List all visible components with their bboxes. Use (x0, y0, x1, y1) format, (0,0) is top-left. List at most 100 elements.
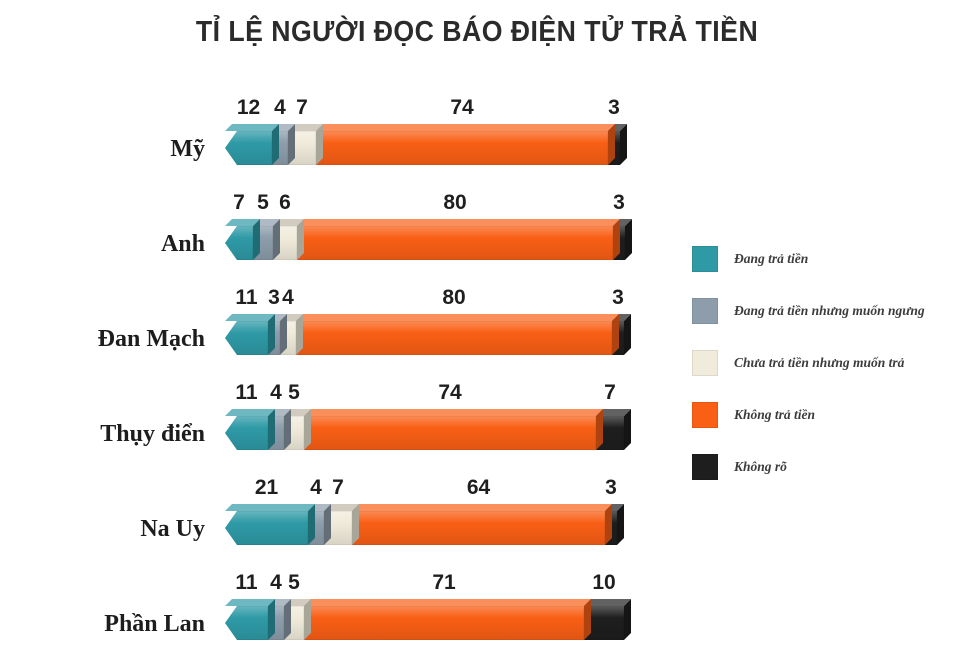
bar-stack: 11 4 5 71 10 (225, 571, 631, 640)
value-label: 7 (332, 476, 344, 499)
bar-stack: 11 3 4 80 3 (225, 286, 631, 355)
cube-side-face (617, 504, 624, 545)
bar-segment: 11 (225, 287, 275, 355)
cube-front-face (304, 416, 596, 450)
cube-top-face (316, 124, 615, 131)
cube-top-face (297, 219, 620, 226)
bar-segment: 80 (296, 287, 619, 355)
cube-side-face (624, 409, 631, 450)
bar-block (316, 124, 615, 165)
bar-segment: 12 (225, 97, 279, 165)
bar-block (225, 599, 275, 640)
value-label: 64 (466, 476, 491, 499)
legend-item: Đang trả tiền (692, 246, 925, 272)
cube-side-face (284, 599, 291, 640)
cube-front-face (225, 131, 272, 165)
cube-side-face (268, 314, 275, 355)
legend-item: Đang trả tiền nhưng muốn ngưng (692, 298, 925, 324)
value-label: 11 (235, 381, 258, 404)
cube-front-face (225, 416, 268, 450)
bar-block (296, 314, 619, 355)
bar-stack: 12 4 7 74 3 (225, 96, 627, 165)
cube-top-face (225, 124, 279, 131)
chart-row: Anh 7 5 6 80 3 (0, 173, 665, 268)
legend-swatch (692, 350, 718, 376)
value-label: 5 (288, 571, 300, 594)
value-label: 5 (288, 381, 300, 404)
legend-item: Không rõ (692, 454, 925, 480)
cube-side-face (297, 219, 304, 260)
category-label: Anh (160, 231, 205, 257)
value-label: 3 (612, 286, 624, 309)
value-label: 7 (296, 96, 308, 119)
cube-side-face (316, 124, 323, 165)
bar-block (225, 124, 279, 165)
cube-top-face (352, 504, 612, 511)
bar-block (304, 599, 591, 640)
cube-top-face (304, 409, 603, 416)
chart-row: Na Uy 21 4 7 64 3 (0, 458, 665, 553)
cube-side-face (584, 599, 591, 640)
bar-chart: Mỹ 12 4 7 74 3 Anh 7 5 6 80 3 Đan Mạch 11 3 4 80 3 Thụy đi… (0, 78, 665, 648)
chart-title: TỈ LỆ NGƯỜI ĐỌC BÁO ĐIỆN TỬ TRẢ TIỀN (195, 16, 759, 48)
cube-side-face (280, 314, 287, 355)
legend-label: Chưa trả tiền nhưng muốn trả (734, 355, 905, 370)
cube-side-face (273, 219, 280, 260)
chart-row: Đan Mạch 11 3 4 80 3 (0, 268, 665, 363)
legend-label: Không rõ (734, 459, 787, 474)
legend-label: Đang trả tiền (734, 251, 809, 266)
legend-label: Đang trả tiền nhưng muốn ngưng (734, 303, 925, 318)
value-label: 21 (254, 476, 279, 499)
value-label: 10 (592, 571, 616, 594)
cube-side-face (272, 124, 279, 165)
cube-side-face (324, 504, 331, 545)
legend-item: Không trả tiền (692, 402, 925, 428)
value-label: 3 (605, 476, 617, 499)
cube-side-face (596, 409, 603, 450)
value-label: 3 (613, 191, 625, 214)
bar-stack: 11 4 5 74 7 (225, 381, 631, 450)
legend-label: Không trả tiền (734, 407, 816, 422)
cube-top-face (584, 599, 631, 606)
bar-segment: 80 (297, 192, 620, 260)
value-label: 3 (608, 96, 620, 119)
cube-side-face (268, 409, 275, 450)
cube-side-face (625, 219, 632, 260)
legend-swatch (692, 246, 718, 272)
value-label: 5 (257, 191, 269, 214)
chart-row: Thụy điển 11 4 5 74 7 (0, 363, 665, 458)
cube-side-face (624, 314, 631, 355)
bar-segment: 21 (225, 476, 315, 545)
bar-stack: 7 5 6 80 3 (225, 191, 632, 260)
bar-stack: 21 4 7 64 3 (225, 476, 624, 545)
legend-swatch (692, 298, 718, 324)
value-label: 74 (438, 381, 462, 404)
cube-side-face (304, 409, 311, 450)
cube-front-face (304, 606, 584, 640)
value-label: 4 (270, 381, 282, 404)
cube-side-face (624, 599, 631, 640)
cube-side-face (352, 504, 359, 545)
value-label: 4 (282, 286, 294, 309)
cube-front-face (296, 321, 612, 355)
cube-front-face (225, 511, 308, 545)
category-label: Phần Lan (104, 611, 205, 637)
cube-side-face (304, 599, 311, 640)
bar-block (225, 409, 275, 450)
cube-top-face (304, 599, 591, 606)
bar-segment: 71 (304, 572, 591, 640)
value-label: 4 (310, 476, 322, 499)
legend: Đang trả tiền Đang trả tiền nhưng muốn ng… (692, 246, 925, 506)
bar-segment: 11 (225, 572, 275, 640)
cube-side-face (620, 124, 627, 165)
value-label: 7 (604, 381, 616, 404)
cube-side-face (605, 504, 612, 545)
cube-side-face (613, 219, 620, 260)
category-label: Mỹ (170, 136, 205, 162)
cube-top-face (225, 504, 315, 511)
cube-side-face (268, 599, 275, 640)
bar-segment: 11 (225, 381, 275, 450)
chart-row: Mỹ 12 4 7 74 3 (0, 78, 665, 173)
value-label: 6 (279, 191, 291, 214)
